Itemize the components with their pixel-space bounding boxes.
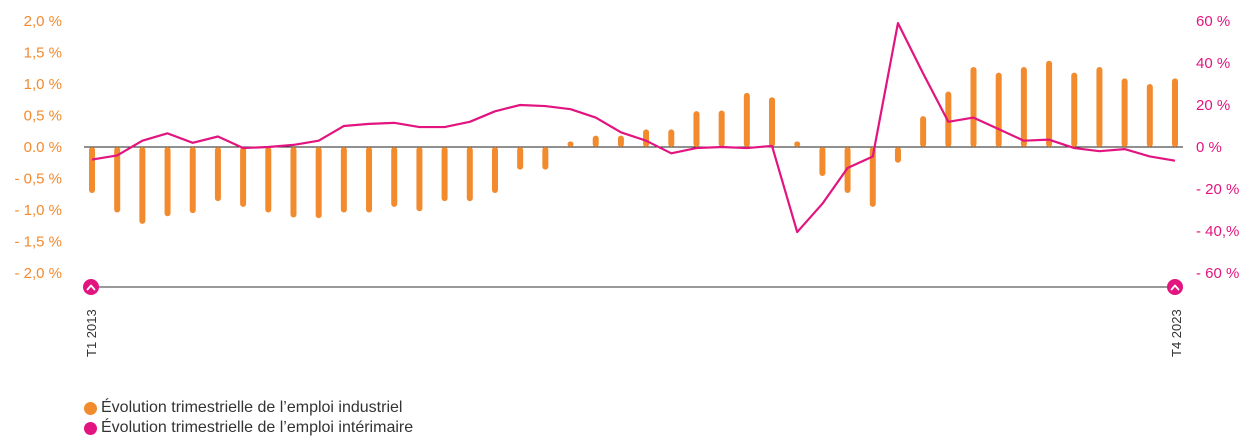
bar	[592, 135, 599, 147]
timeline-start-button[interactable]	[83, 279, 99, 295]
orange-dot-icon	[84, 401, 97, 415]
chevron-up-icon	[86, 284, 96, 291]
bar	[441, 147, 448, 202]
bar	[894, 147, 901, 163]
bar	[693, 111, 700, 147]
right-axis-tick-label: 60 %	[1196, 13, 1230, 30]
bar	[844, 147, 851, 193]
left-axis-tick-label: 1,5 %	[24, 45, 62, 62]
bar	[189, 147, 196, 214]
bar	[240, 147, 247, 207]
bar	[718, 110, 725, 147]
legend-item-industrial: Évolution trimestrielle de l’emploi indu…	[84, 398, 413, 418]
bar	[315, 147, 322, 219]
bar	[794, 141, 801, 147]
bar	[920, 116, 927, 147]
bar	[290, 147, 297, 218]
bar	[466, 147, 473, 202]
bar	[970, 66, 977, 147]
right-axis: 60 % 40 % 20 % 0 % - 20 % - 40,% - 60 %	[1196, 13, 1239, 282]
bar	[567, 141, 574, 147]
left-axis-tick-label: 0,5 %	[24, 108, 62, 125]
bar	[668, 129, 675, 147]
right-axis-tick-label: - 40,%	[1196, 223, 1239, 240]
legend-item-temporary: Évolution trimestrielle de l’emploi inté…	[84, 418, 413, 438]
right-axis-tick-label: - 60 %	[1196, 265, 1239, 282]
bar	[1046, 60, 1053, 147]
chevron-up-icon	[1170, 284, 1180, 291]
bar	[869, 147, 876, 207]
left-axis-tick-label: 2,0 %	[24, 13, 62, 30]
x-start-label: T1 2013	[84, 309, 99, 357]
bar	[1071, 72, 1078, 147]
right-axis-tick-label: 40 %	[1196, 55, 1230, 72]
left-axis-tick-label: 1,0 %	[24, 76, 62, 93]
bar	[643, 129, 650, 147]
legend: Évolution trimestrielle de l’emploi indu…	[84, 398, 413, 438]
bar	[542, 147, 549, 170]
left-axis-tick-label: - 1,0 %	[14, 202, 62, 219]
right-axis-tick-label: 20 %	[1196, 97, 1230, 114]
bar	[340, 147, 347, 213]
industrial-employment-bars	[89, 60, 1178, 224]
bar	[416, 147, 423, 212]
legend-label-temporary: Évolution trimestrielle de l’emploi inté…	[101, 419, 414, 436]
left-axis-tick-label: - 2,0 %	[14, 265, 62, 282]
bar	[945, 91, 952, 147]
bar	[1020, 66, 1027, 147]
bar	[769, 97, 776, 147]
pink-dot-icon	[84, 421, 97, 435]
bar	[214, 147, 221, 202]
bar	[819, 147, 826, 176]
left-axis: 2,0 % 1,5 % 1,0 % 0,5 % 0.0 % - 0,5 % - 1,0 % -…	[14, 13, 62, 282]
bar	[491, 147, 498, 193]
x-end-label: T4 2023	[1169, 309, 1184, 357]
bar	[265, 147, 272, 213]
bar	[89, 147, 95, 193]
temporary-employment-line	[91, 22, 1176, 234]
bar	[1121, 78, 1128, 147]
bar	[164, 147, 171, 217]
bar	[1172, 78, 1178, 147]
bar	[743, 92, 750, 147]
bar	[1146, 84, 1153, 147]
bar	[1096, 66, 1103, 147]
bar	[617, 135, 624, 147]
legend-label-industrial: Évolution trimestrielle de l’emploi indu…	[101, 399, 403, 416]
bar	[139, 147, 146, 224]
left-axis-tick-label: - 1,5 %	[14, 234, 62, 251]
timeline-end-button[interactable]	[1167, 279, 1183, 295]
left-axis-tick-label: 0.0 %	[24, 139, 62, 156]
bar	[366, 147, 373, 213]
bar	[517, 147, 524, 170]
bar	[114, 147, 121, 213]
bar	[995, 72, 1002, 147]
right-axis-tick-label: - 20 %	[1196, 181, 1239, 198]
bar	[391, 147, 398, 207]
right-axis-tick-label: 0 %	[1196, 139, 1222, 156]
left-axis-tick-label: - 0,5 %	[14, 171, 62, 188]
